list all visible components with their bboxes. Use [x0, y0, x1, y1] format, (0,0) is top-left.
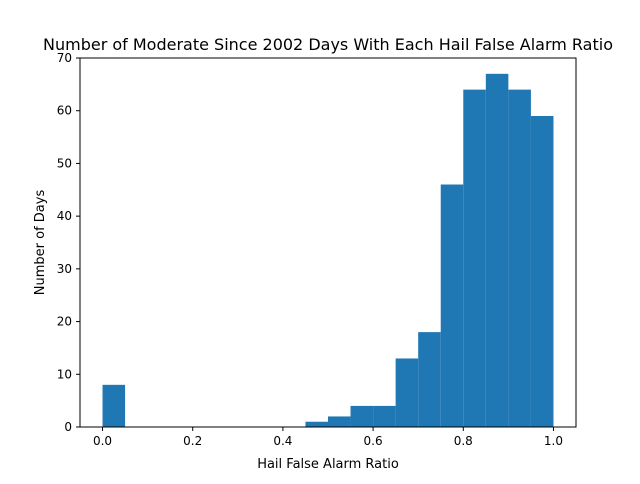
bars-group	[102, 73, 554, 428]
x-tick-label: 0.8	[454, 434, 473, 448]
y-tick-label: 50	[57, 156, 72, 170]
y-axis-label: Number of Days	[33, 190, 48, 296]
y-tick-label: 70	[57, 51, 72, 65]
histogram-bar	[418, 332, 441, 427]
x-tick-label: 0.2	[183, 434, 202, 448]
histogram-bar	[530, 115, 554, 427]
y-tick-label: 20	[57, 315, 72, 329]
histogram-bar	[508, 89, 531, 427]
y-tick-label: 30	[57, 262, 72, 276]
x-tick-label: 0.6	[364, 434, 383, 448]
plot-frame	[79, 57, 577, 428]
histogram-bar	[440, 184, 464, 427]
x-tick-label: 0.0	[93, 434, 112, 448]
y-tick-label: 40	[57, 209, 72, 223]
histogram-bar	[102, 384, 126, 427]
y-axis: 0 10 20 30 40 50 60 70	[57, 51, 80, 434]
histogram-bar	[328, 416, 351, 427]
y-tick-label: 0	[64, 420, 72, 434]
histogram-bar	[463, 89, 486, 427]
x-axis-label: Hail False Alarm Ratio	[257, 457, 399, 472]
histogram-bar	[373, 405, 396, 427]
y-tick-label: 60	[57, 104, 72, 118]
y-tick-label: 10	[57, 367, 72, 381]
histogram-bar	[485, 73, 509, 428]
chart-title: Number of Moderate Since 2002 Days With …	[43, 35, 613, 54]
histogram-bar	[395, 358, 419, 427]
x-axis: 0.0 0.2 0.4 0.6 0.8 1.0	[93, 427, 563, 448]
histogram-bar	[350, 405, 374, 427]
x-tick-label: 0.4	[273, 434, 292, 448]
histogram-bar	[305, 421, 328, 427]
x-tick-label: 1.0	[544, 434, 563, 448]
